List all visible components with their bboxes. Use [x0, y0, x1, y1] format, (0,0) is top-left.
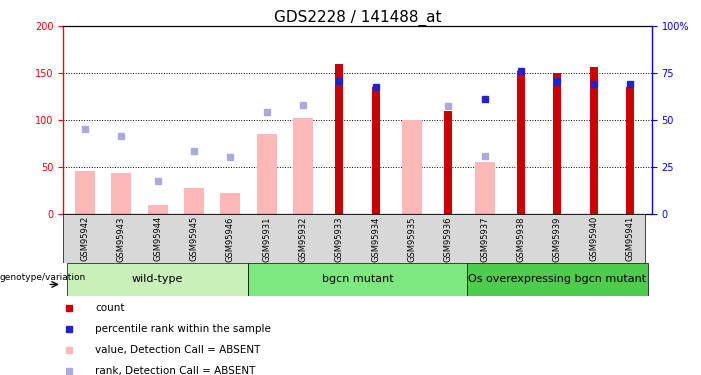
Text: percentile rank within the sample: percentile rank within the sample	[95, 324, 271, 334]
Text: GSM95932: GSM95932	[299, 216, 308, 262]
Bar	[444, 111, 452, 214]
Text: GSM95938: GSM95938	[517, 216, 526, 262]
Bar	[475, 162, 495, 214]
Text: GSM95943: GSM95943	[117, 216, 125, 262]
Text: GSM95931: GSM95931	[262, 216, 271, 262]
Text: rank, Detection Call = ABSENT: rank, Detection Call = ABSENT	[95, 366, 256, 375]
Text: GSM95945: GSM95945	[189, 216, 198, 261]
Text: bgcn mutant: bgcn mutant	[322, 274, 393, 284]
Text: GSM95942: GSM95942	[81, 216, 90, 261]
Text: genotype/variation: genotype/variation	[0, 273, 86, 282]
Bar	[372, 87, 380, 214]
Bar	[590, 67, 598, 214]
Bar	[257, 134, 277, 214]
Text: GSM95934: GSM95934	[372, 216, 380, 262]
Bar	[517, 71, 525, 214]
Text: Os overexpressing bgcn mutant: Os overexpressing bgcn mutant	[468, 274, 646, 284]
FancyBboxPatch shape	[467, 262, 648, 296]
Bar	[111, 173, 131, 214]
Bar	[335, 64, 343, 214]
Bar	[553, 73, 562, 214]
Bar	[220, 193, 240, 214]
Bar	[75, 171, 95, 214]
Title: GDS2228 / 141488_at: GDS2228 / 141488_at	[274, 10, 441, 26]
Bar	[148, 206, 168, 214]
Text: wild-type: wild-type	[132, 274, 183, 284]
Bar	[293, 118, 313, 214]
Text: GSM95940: GSM95940	[590, 216, 598, 261]
FancyBboxPatch shape	[248, 262, 467, 296]
Text: count: count	[95, 303, 125, 313]
Text: GSM95944: GSM95944	[153, 216, 162, 261]
Text: GSM95937: GSM95937	[480, 216, 489, 262]
Text: GSM95946: GSM95946	[226, 216, 235, 262]
FancyBboxPatch shape	[67, 262, 248, 296]
Bar	[184, 188, 204, 214]
Text: GSM95936: GSM95936	[444, 216, 453, 262]
Text: GSM95939: GSM95939	[553, 216, 562, 262]
FancyBboxPatch shape	[63, 214, 645, 262]
Text: GSM95935: GSM95935	[407, 216, 416, 262]
Bar	[402, 120, 422, 214]
Text: GSM95933: GSM95933	[335, 216, 343, 262]
Bar	[626, 87, 634, 214]
Text: GSM95941: GSM95941	[625, 216, 634, 261]
Text: value, Detection Call = ABSENT: value, Detection Call = ABSENT	[95, 345, 261, 355]
